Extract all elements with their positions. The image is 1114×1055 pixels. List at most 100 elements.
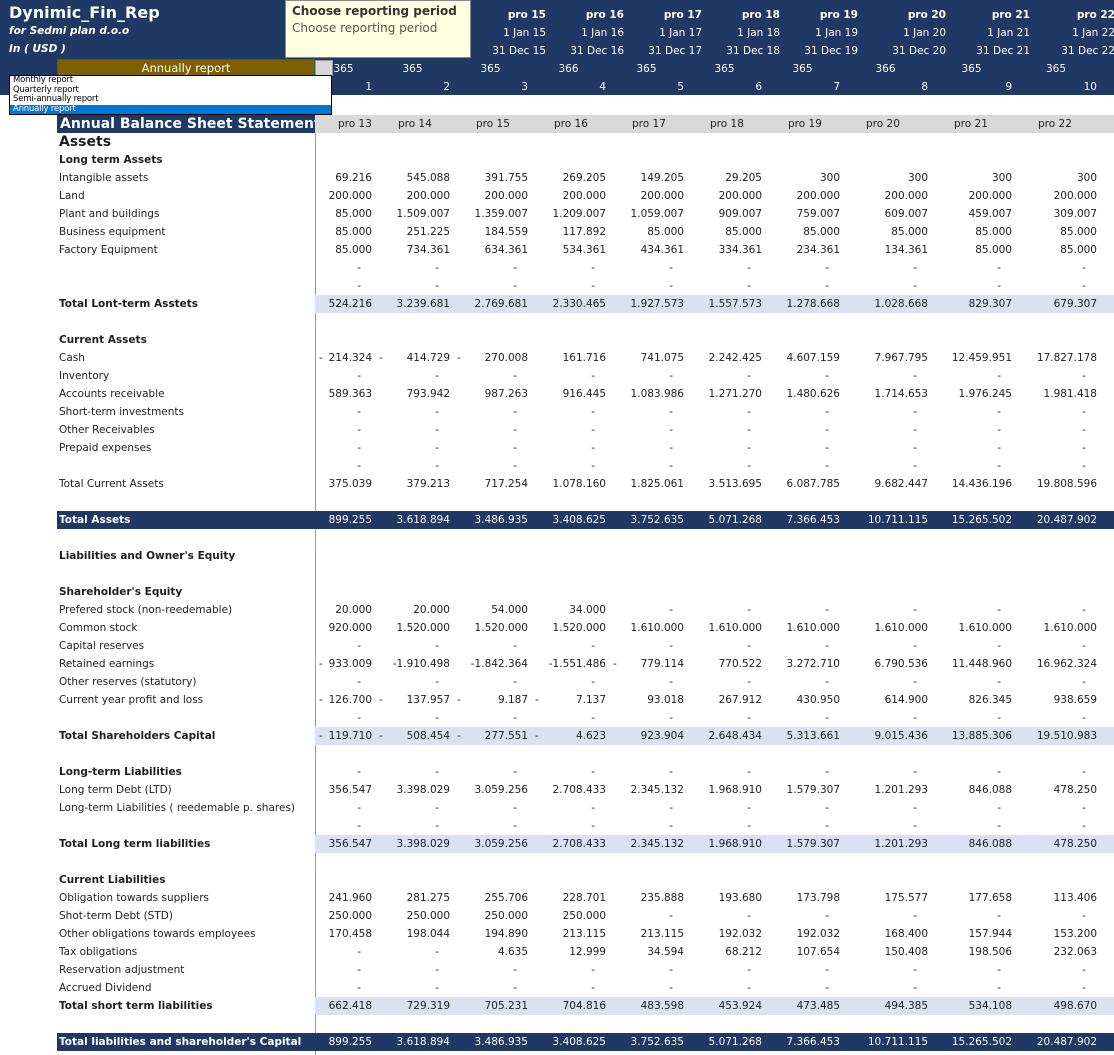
value-cell: 85.000 xyxy=(335,244,372,256)
header-start-dates-cell: 1 Jan 22 xyxy=(1072,27,1114,39)
value-cell: - xyxy=(747,442,751,454)
value-cell: - xyxy=(997,820,1001,832)
dropdown-arrow-button[interactable] xyxy=(315,60,333,76)
row-spacer xyxy=(1100,547,1114,565)
value-cell: 1.201.293 xyxy=(843,835,931,853)
value-cell: - xyxy=(435,802,439,814)
value-cell: 85.000 xyxy=(803,226,840,238)
value-cell: 213.115 xyxy=(640,928,684,940)
value-cell: 200.000 xyxy=(718,190,762,202)
value-cell: - xyxy=(747,406,751,418)
value-cell: - xyxy=(913,370,917,382)
value-cell xyxy=(765,871,843,889)
value-cell: 54.000 xyxy=(491,604,528,616)
value-cell: - xyxy=(357,460,361,472)
row-label: Prefered stock (non-reedemable) xyxy=(59,604,233,616)
value-cell: 909.007 xyxy=(718,208,762,220)
header-days-cell: 366 xyxy=(875,63,896,75)
value-cell: - xyxy=(591,802,595,814)
value-cell xyxy=(843,871,931,889)
value-cell: - xyxy=(591,964,595,976)
value-cell: - xyxy=(913,406,917,418)
dropdown-option[interactable]: Semi-annually report xyxy=(13,94,99,104)
row-spacer xyxy=(1100,259,1114,277)
row-label xyxy=(57,493,315,511)
header-index-cell: 9 xyxy=(1005,81,1012,93)
dropdown-option[interactable]: Monthly report xyxy=(13,75,73,85)
value-cell xyxy=(765,1015,843,1033)
row-label: Short-term investments xyxy=(59,406,185,418)
value-cell: 759.007 xyxy=(796,208,840,220)
value-cell: 1.028.668 xyxy=(843,295,931,313)
value-cell: - xyxy=(825,460,829,472)
report-period-options[interactable]: Monthly report Quarterly report Semi-annua… xyxy=(9,75,332,115)
value-cell: 85.000 xyxy=(975,244,1012,256)
value-cell: pro 14 xyxy=(375,115,453,133)
value-cell: - xyxy=(513,982,517,994)
value-cell: 15.265.502 xyxy=(931,511,1015,529)
value-cell: 200.000 xyxy=(884,190,928,202)
row-label: Factory Equipment xyxy=(59,244,158,256)
row-spacer xyxy=(0,331,57,349)
value-cell: 3.486.935 xyxy=(453,511,531,529)
value-cell xyxy=(765,583,843,601)
value-cell: 1.927.573 xyxy=(609,295,687,313)
row-spacer xyxy=(0,115,57,133)
value-cell: 300 xyxy=(1076,172,1097,184)
row-spacer xyxy=(0,745,57,763)
row-spacer xyxy=(1100,835,1114,853)
row-label: Capital reserves xyxy=(59,640,145,652)
value-cell: - xyxy=(747,424,751,436)
value-cell: - xyxy=(357,370,361,382)
report-period-dropdown[interactable]: Annually report xyxy=(57,59,315,77)
header-index-cell: 6 xyxy=(755,81,762,93)
value-cell xyxy=(765,331,843,349)
header-index-cell: 4 xyxy=(599,81,606,93)
value-cell: 250.000 xyxy=(484,910,528,922)
value-cell xyxy=(687,529,765,547)
value-cell xyxy=(1015,565,1100,583)
value-cell: 1.610.000 xyxy=(1043,622,1097,634)
value-cell: 281.275 xyxy=(406,892,450,904)
header-periods-cell: pro 19 xyxy=(819,9,858,21)
value-cell: 483.598 xyxy=(609,997,687,1015)
value-cell xyxy=(315,1015,375,1033)
value-cell: - xyxy=(997,280,1001,292)
row-spacer xyxy=(1100,385,1114,403)
dropdown-option[interactable]: Quarterly report xyxy=(13,84,79,95)
value-cell: 153.200 xyxy=(1053,928,1097,940)
row-spacer xyxy=(0,835,57,853)
value-cell xyxy=(609,871,687,889)
value-cell xyxy=(315,331,375,349)
row-label xyxy=(57,853,315,871)
row-spacer xyxy=(1100,691,1114,709)
value-cell: - xyxy=(669,370,673,382)
row-label: Current Liabilities xyxy=(59,874,166,886)
row-label: Assets xyxy=(59,134,112,150)
row-spacer xyxy=(1100,583,1114,601)
negative-sign: - xyxy=(457,730,461,742)
value-cell: - xyxy=(1082,964,1086,976)
value-cell: 200.000 xyxy=(328,190,372,202)
header-periods-cell: pro 17 xyxy=(663,9,702,21)
header-periods-cell: pro 21 xyxy=(991,9,1030,21)
value-cell xyxy=(531,565,609,583)
value-cell: 356.547 xyxy=(328,784,372,796)
value-cell: - xyxy=(825,424,829,436)
value-cell xyxy=(453,493,531,511)
value-cell: - xyxy=(747,820,751,832)
value-cell xyxy=(453,331,531,349)
value-cell: 2.708.433 xyxy=(552,784,606,796)
value-cell: - xyxy=(747,280,751,292)
value-cell xyxy=(843,151,931,169)
value-cell: 9.682.447 xyxy=(874,478,928,490)
header-index-cell: 5 xyxy=(677,81,684,93)
value-cell: 85.000 xyxy=(975,226,1012,238)
value-cell: - xyxy=(997,982,1001,994)
value-cell: - xyxy=(747,982,751,994)
header-index-cell: 7 xyxy=(833,81,840,93)
dropdown-option[interactable]: Annually report xyxy=(10,104,331,114)
negative-sign: - xyxy=(379,352,383,364)
period-header-grid: pro 15 pro 16 pro 17 pro 18 pro 19 pro 20 pro … xyxy=(0,6,1114,96)
row-spacer xyxy=(0,151,57,169)
